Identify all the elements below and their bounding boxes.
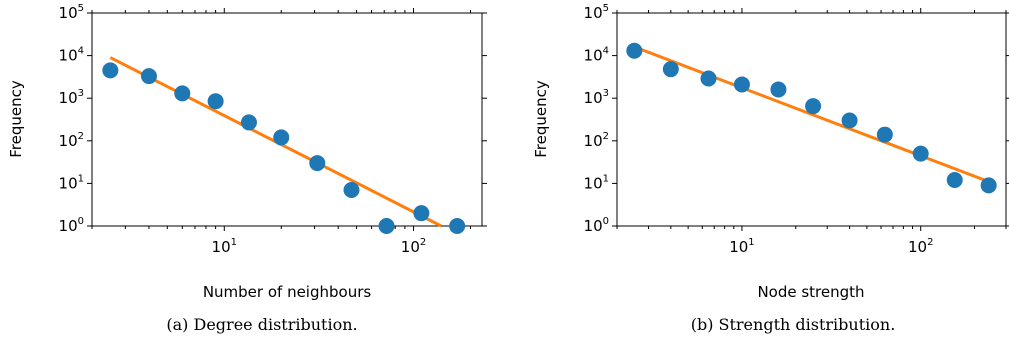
data-point [700, 70, 717, 87]
y-axis-title: Frequency [532, 80, 550, 158]
data-point [102, 62, 119, 79]
x-tick-labels: 101 102 [729, 237, 933, 256]
data-point [662, 61, 679, 78]
y-tick-label: 101 [59, 173, 84, 192]
x-tick-label: 102 [908, 237, 933, 256]
y-tick-label: 103 [584, 88, 609, 107]
power-law-fit-line [633, 45, 990, 184]
data-point [733, 76, 750, 93]
data-point [413, 205, 430, 222]
data-point [378, 218, 395, 234]
y-tick-label: 103 [59, 88, 84, 107]
x-axis-title: Number of neighbours [203, 283, 372, 301]
data-point [626, 42, 643, 59]
x-axis-title: Node strength [757, 283, 864, 301]
y-tick-label: 102 [584, 131, 609, 150]
data-point [805, 98, 822, 115]
x-tick-label: 102 [401, 237, 426, 256]
degree-distribution-chart: 100 101 102 103 104 105 101 102 Number of neig… [7, 3, 487, 334]
axis-ticks [87, 8, 487, 231]
y-tick-label: 100 [59, 216, 84, 235]
y-tick-labels: 100 101 102 103 104 105 [584, 3, 609, 235]
figure-caption: (b) Strength distribution. [691, 315, 896, 334]
y-tick-label: 105 [59, 3, 84, 22]
fit-line-layer [633, 45, 990, 184]
data-point [174, 85, 191, 102]
data-point [770, 81, 787, 98]
data-point [207, 93, 224, 110]
data-points-layer [102, 62, 466, 234]
y-tick-label: 104 [584, 46, 609, 65]
data-point [841, 112, 858, 129]
data-point [980, 177, 997, 194]
x-tick-labels: 101 102 [212, 237, 427, 256]
data-point [343, 181, 360, 198]
y-tick-label: 105 [584, 3, 609, 22]
x-tick-label: 101 [729, 237, 754, 256]
y-tick-labels: 100 101 102 103 104 105 [59, 3, 84, 235]
figure-caption: (a) Degree distribution. [166, 315, 357, 334]
data-point [946, 172, 963, 189]
data-point [876, 126, 893, 143]
data-point [140, 68, 157, 85]
data-point [273, 129, 290, 146]
data-point [449, 218, 466, 234]
x-tick-label: 101 [212, 237, 237, 256]
plot-area-frame [616, 12, 1007, 227]
y-tick-label: 100 [584, 216, 609, 235]
y-tick-label: 101 [584, 173, 609, 192]
plot-area-frame [91, 12, 483, 227]
y-tick-label: 102 [59, 131, 84, 150]
data-point [912, 145, 929, 162]
data-points-layer [626, 42, 997, 194]
axis-ticks [612, 8, 1009, 231]
data-point [240, 114, 257, 131]
y-tick-label: 104 [59, 46, 84, 65]
data-point [309, 155, 326, 172]
y-axis-title: Frequency [7, 80, 25, 158]
